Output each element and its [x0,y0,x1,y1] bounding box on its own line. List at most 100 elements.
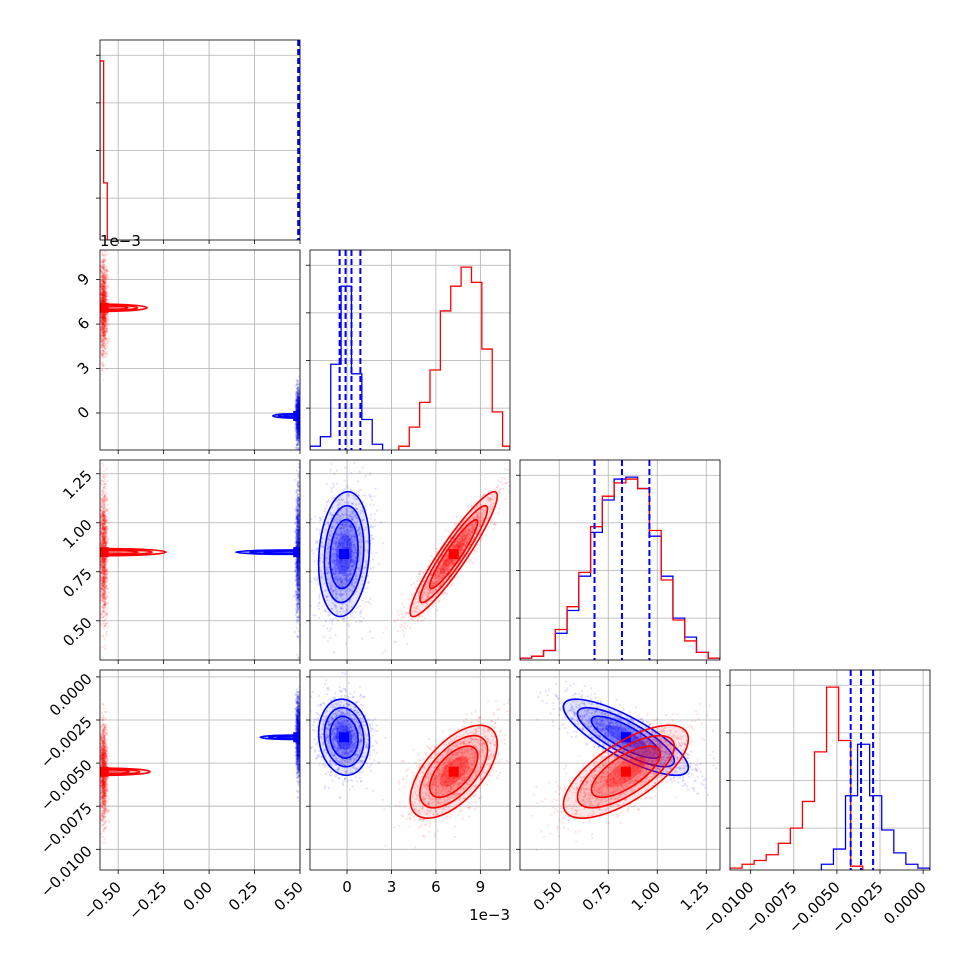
marginal-param-1 [96,39,301,244]
blue-sample-point [297,435,300,438]
red-sample-point [100,544,103,547]
red-sample-point [100,483,103,486]
red-sample-point [102,325,105,328]
red-sample-point [104,561,107,565]
blue-sample-point [293,595,296,599]
red-sample-point [100,317,104,320]
red-sample-point [103,286,106,289]
red-sample-point [102,269,106,272]
red-sample-point [103,590,106,593]
red-sample-point [103,258,107,262]
red-sample-point [100,519,102,522]
red-sample-point [104,527,107,530]
blue-sample-point [296,379,299,382]
red-sample-point [101,354,105,358]
red-sample-point [105,568,108,571]
red-sample-point [103,515,106,518]
blue-sample-point [296,404,299,407]
red-sample-point [102,274,105,278]
red-sample-point [101,561,105,565]
red-sample-point [102,591,105,594]
red-sample-point [102,515,105,519]
red-sample-point [103,602,106,605]
red-sample-point [104,540,107,544]
blue-sample-point [297,439,300,442]
blue-sample-point [297,406,300,409]
red-sample-point [102,542,105,545]
blue-sample-point [297,399,300,402]
red-sample-point [101,565,104,569]
red-sample-point [100,572,104,575]
red-sample-point [101,316,104,319]
red-sample-point [102,579,105,582]
red-sample-point [103,337,106,340]
red-sample-point [103,596,106,599]
red-sample-point [104,535,108,538]
red-sample-point [104,622,107,626]
red-sample-point [102,323,105,326]
red-sample-point [106,537,110,540]
red-sample-point [103,299,106,302]
red-sample-point [106,573,109,576]
red-sample-point [104,542,108,545]
red-sample-point [102,364,105,367]
red-sample-point [101,532,105,536]
blue-sample-point [296,427,299,430]
red-sample-point [102,343,105,347]
red-sample-point [100,576,103,580]
red-sample-point [103,541,106,545]
red-sample-point [100,536,102,539]
red-sample-point [104,282,107,285]
blue-sample-point [295,387,299,391]
blue-sample-point [297,431,300,435]
blue-sample-point [297,426,300,429]
red-sample-point [100,318,103,322]
blue-sample-point [297,426,300,429]
blue-sample-point [294,405,297,408]
red-sample-point [101,292,104,295]
blue-sample-point [296,403,299,406]
red-sample-point [101,563,104,566]
red-sample-point [103,298,106,301]
red-sample-point [104,596,108,599]
red-sample-point [100,565,103,569]
red-sample-point [101,566,105,569]
red-sample-point [100,346,104,349]
red-sample-point [103,326,106,329]
blue-sample-point [296,428,299,432]
blue-sample-point [295,422,298,426]
red-sample-point [101,532,104,535]
red-sample-point [104,543,107,546]
red-sample-point [103,518,106,521]
red-sample-point [103,318,106,321]
red-sample-point [104,576,107,579]
red-sample-point [101,535,104,538]
blue-sample-point [296,425,299,428]
red-sample-point [104,300,107,303]
blue-sample-point [297,434,300,437]
red-sample-point [102,581,105,585]
red-peak-density [100,302,109,313]
red-sample-point [103,323,106,326]
blue-sample-point [297,405,300,408]
red-sample-point [103,619,106,622]
red-sample-point [103,560,106,563]
blue-sample-point [296,432,299,436]
red-sample-point [101,252,104,255]
red-sample-point [106,503,109,506]
red-sample-point [104,531,107,534]
red-sample-point [102,334,105,337]
red-sample-point [101,605,104,608]
blue-sample-point [296,399,299,403]
red-sample-point [100,340,103,343]
red-sample-point [102,578,105,581]
blue-sample-point [296,407,299,410]
red-sample-point [101,560,104,563]
blue-sample-point [300,404,302,406]
blue-sample-point [296,447,299,450]
red-sample-point [102,532,106,535]
red-sample-point [105,613,108,617]
red-sample-point [102,291,105,294]
red-sample-point [102,294,105,297]
